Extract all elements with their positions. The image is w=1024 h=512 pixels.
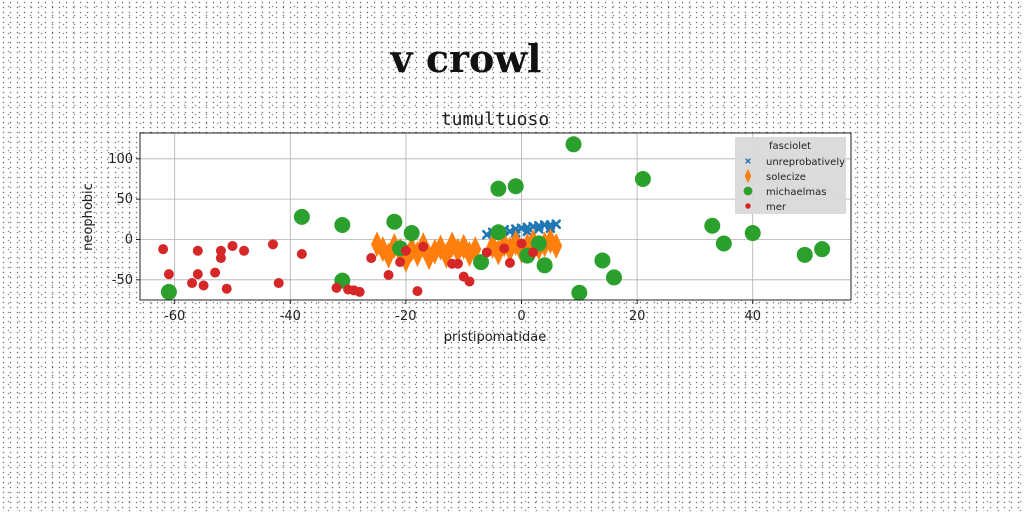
mer-point <box>227 240 238 251</box>
x-axis-ticks: -60 -40 -20 0 20 40 <box>164 300 761 324</box>
solecize-point <box>550 232 563 259</box>
x-tick-label: 20 <box>629 309 646 324</box>
x-tick-label: 0 <box>517 309 525 324</box>
y-tick-label: 50 <box>116 192 133 207</box>
mer-point <box>296 249 307 260</box>
legend-box <box>735 137 846 214</box>
mer-point <box>452 258 463 269</box>
michaelmas-point <box>704 217 721 234</box>
mer-point <box>412 286 423 297</box>
legend-label: solecize <box>766 172 806 183</box>
x-tick-label: -20 <box>395 309 416 324</box>
michaelmas-point <box>571 284 588 301</box>
legend-marker-mer <box>745 203 751 209</box>
legend-marker-michaelmas <box>743 186 753 196</box>
mer-point <box>354 286 365 297</box>
mer-point <box>221 283 232 294</box>
mer-point <box>215 253 226 264</box>
page-title: v crowl <box>390 36 542 81</box>
michaelmas-point <box>530 235 547 252</box>
mer-point <box>215 245 226 256</box>
y-tick-label: 100 <box>108 152 133 167</box>
michaelmas-point <box>634 170 651 187</box>
mer-point <box>418 241 429 252</box>
mer-point <box>528 247 539 258</box>
y-axis-ticks: -50 0 50 100 <box>108 152 140 288</box>
chart-title: tumultuoso <box>441 109 549 130</box>
mer-point <box>366 253 377 264</box>
legend-label: michaelmas <box>766 187 827 198</box>
michaelmas-point <box>490 224 507 241</box>
michaelmas-point <box>386 213 403 230</box>
legend-title: fasciolet <box>769 141 811 152</box>
legend-marker-unreprobatively <box>745 158 751 164</box>
mer-point <box>210 267 221 278</box>
legend-label: unreprobatively <box>766 157 845 168</box>
plot-border <box>139 132 852 301</box>
michaelmas-point <box>490 180 507 197</box>
y-tick-label: 0 <box>125 232 133 247</box>
mer-point <box>187 278 198 289</box>
mer-point <box>267 239 278 250</box>
michaelmas-point <box>796 246 813 263</box>
data-series <box>158 136 831 301</box>
plot-area <box>140 133 851 300</box>
mer-point <box>239 245 250 256</box>
series-michaelmas <box>160 136 831 301</box>
y-axis-label: neophobic <box>81 183 96 251</box>
x-axis-label: pristipomatidae <box>444 330 546 345</box>
michaelmas-point <box>594 252 611 269</box>
mer-point <box>158 244 169 255</box>
solecize-point <box>371 231 383 258</box>
michaelmas-point <box>334 216 351 233</box>
legend-label: mer <box>766 202 787 213</box>
legend: fasciolet unreprobatively solecize michael… <box>735 137 846 214</box>
x-tick-label: -60 <box>164 309 185 324</box>
michaelmas-point <box>565 136 582 153</box>
mer-point <box>198 280 209 291</box>
mer-point <box>395 257 406 268</box>
michaelmas-point <box>536 257 553 274</box>
michaelmas-point <box>473 254 490 271</box>
mer-point <box>504 257 515 268</box>
michaelmas-point <box>403 225 420 242</box>
x-tick-label: -40 <box>280 309 301 324</box>
mer-point <box>273 278 284 289</box>
mer-point <box>331 282 342 293</box>
solecize-point <box>457 233 470 260</box>
x-tick-label: 40 <box>744 309 761 324</box>
mer-point <box>383 269 394 280</box>
y-tick-label: -50 <box>112 273 133 288</box>
michaelmas-point <box>814 241 831 258</box>
unreprobatively-point <box>522 226 533 237</box>
mer-point <box>481 247 492 258</box>
michaelmas-point <box>293 208 310 225</box>
michaelmas-point <box>744 225 761 242</box>
mer-point <box>192 245 203 256</box>
legend-marker-solecize <box>744 168 752 184</box>
mer-point <box>192 269 203 280</box>
series-mer <box>158 238 539 297</box>
mer-point <box>464 276 475 287</box>
mer-point <box>163 269 174 280</box>
michaelmas-point <box>715 235 732 252</box>
solecize-point <box>446 231 459 258</box>
michaelmas-point <box>606 269 622 286</box>
unreprobatively-point <box>534 224 544 234</box>
mer-point <box>499 243 510 254</box>
michaelmas-point <box>507 178 524 195</box>
mer-point <box>516 238 527 249</box>
solecize-point <box>434 234 447 261</box>
michaelmas-point <box>160 283 177 300</box>
mer-point <box>400 245 411 256</box>
